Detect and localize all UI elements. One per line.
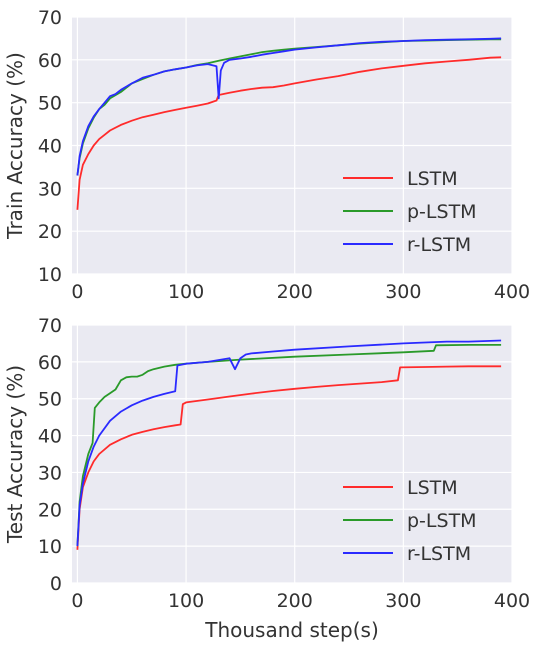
y-tick-label: 10 <box>38 536 62 558</box>
legend-label-r-lstm: r-LSTM <box>407 234 471 256</box>
y-tick-label: 50 <box>38 389 62 411</box>
chart-panel-1: 0 100 200 300 400 10 20 30 40 50 60 70 Train Accurac… <box>3 7 530 303</box>
x-tick-label: 200 <box>277 281 313 303</box>
y-tick-label: 50 <box>38 93 62 115</box>
legend-label-p-lstm: p-LSTM <box>407 510 477 532</box>
x-tick-label: 300 <box>385 590 421 612</box>
legend: LSTM p-LSTM r-LSTM <box>343 477 477 565</box>
y-axis-label: Test Accuracy (%) <box>3 365 27 544</box>
series-line-r-lstm <box>76 37 502 176</box>
x-tick-label: 100 <box>168 590 204 612</box>
legend-label-r-lstm: r-LSTM <box>407 543 471 565</box>
x-tick-label: 200 <box>277 590 313 612</box>
x-axis-label: Thousand step(s) <box>204 618 379 642</box>
series-line-lstm <box>76 365 502 550</box>
legend-label-lstm: LSTM <box>407 477 458 499</box>
x-tick-label: 100 <box>168 281 204 303</box>
y-tick-label: 70 <box>38 7 62 29</box>
y-tick-label: 40 <box>38 426 62 448</box>
series-line-p-lstm <box>76 344 502 547</box>
y-tick-label: 30 <box>38 178 62 200</box>
legend: LSTM p-LSTM r-LSTM <box>343 168 477 256</box>
legend-label-lstm: LSTM <box>407 168 458 190</box>
legend-label-p-lstm: p-LSTM <box>407 201 477 223</box>
series-line-lstm <box>76 56 502 210</box>
x-tick-label: 400 <box>494 281 530 303</box>
plot-background <box>72 325 512 583</box>
y-tick-label: 0 <box>50 573 62 595</box>
y-axis-label: Train Accuracy (%) <box>3 52 27 240</box>
y-tick-label: 60 <box>38 352 62 374</box>
x-tick-label: 0 <box>71 281 83 303</box>
x-tick-label: 0 <box>71 590 83 612</box>
chart-panel-2: 0 100 200 300 400 0 10 20 30 40 50 60 70 Test Accurac… <box>3 315 530 642</box>
y-tick-label: 30 <box>38 462 62 484</box>
x-tick-label: 400 <box>494 590 530 612</box>
y-tick-label: 60 <box>38 50 62 72</box>
y-tick-label: 70 <box>38 315 62 337</box>
y-tick-label: 20 <box>38 499 62 521</box>
series-line-r-lstm <box>76 339 502 547</box>
y-tick-label: 20 <box>38 221 62 243</box>
y-tick-label: 10 <box>38 264 62 286</box>
x-tick-label: 300 <box>385 281 421 303</box>
y-tick-label: 40 <box>38 136 62 158</box>
